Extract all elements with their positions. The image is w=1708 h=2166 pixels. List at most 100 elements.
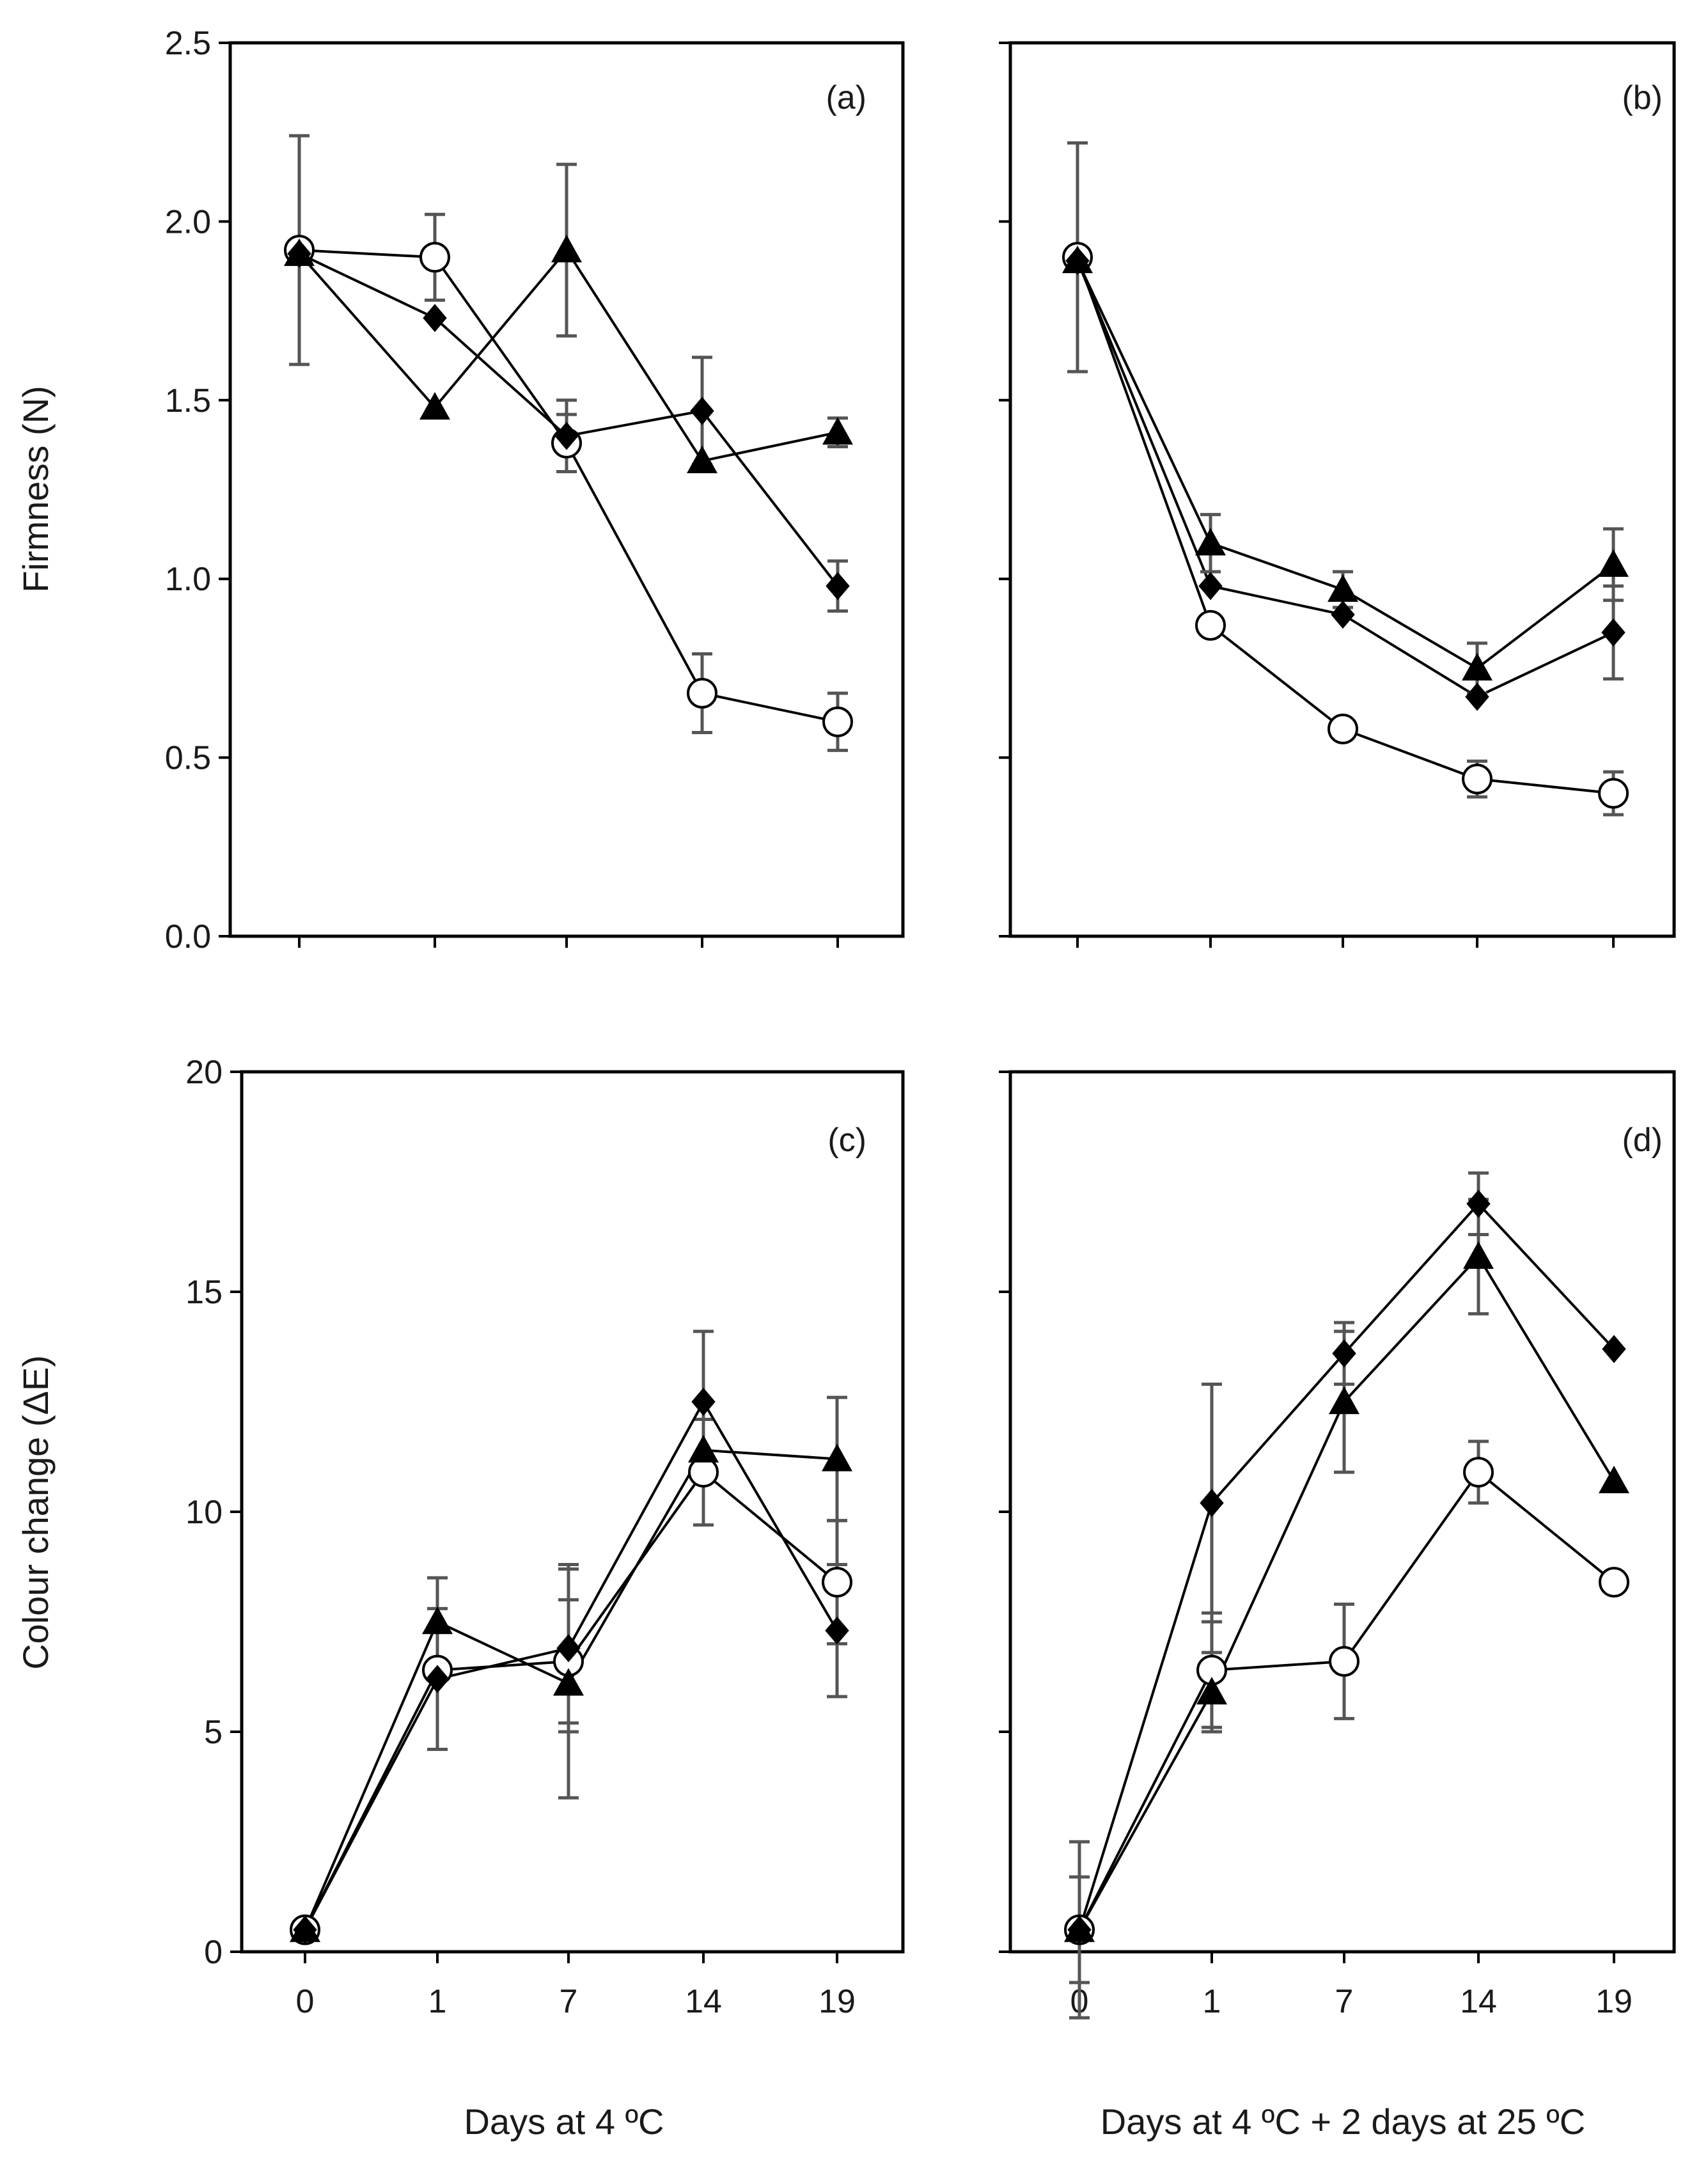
data-point-circle [1329,1645,1359,1677]
panel-c-x-axis: 0 1 7 14 19 [296,1952,856,2020]
data-point-triangle [422,1606,453,1635]
y-tick-label: 20 [185,1054,223,1091]
y-tick-label: 5 [204,1714,223,1751]
data-point-diamond [423,304,447,333]
panel-b-label: (b) [1622,79,1663,116]
panel-b-firmness-25c: (b) [999,41,1676,948]
data-point-triangle [1328,574,1358,602]
data-point-triangle [553,1668,584,1696]
data-point-diamond [556,1634,581,1663]
data-point-circle [822,1567,852,1598]
series-line-circle [1076,256,1614,795]
panel-c-plot [290,1330,852,1945]
data-point-circle [1463,1457,1494,1488]
data-point-circle [1599,1567,1629,1598]
y-tick-label: 0.5 [165,740,211,777]
x-tick-label: 14 [1460,1983,1497,2020]
y-tick-label: 15 [185,1274,223,1311]
panel-d-x-axis: 0 1 7 14 19 [1070,1952,1633,2020]
data-point-triangle [1195,528,1226,556]
series-triangle [1076,260,1624,695]
data-point-circle [1462,764,1493,795]
data-point-triangle [419,391,450,420]
data-point-diamond [1602,1335,1626,1363]
data-point-diamond [425,1665,450,1693]
y-tick-label: 0.0 [165,918,211,955]
data-point-diamond [691,1388,716,1416]
panel-c-y-axis: 0 5 10 15 20 [185,1054,242,1971]
data-point-diamond [1601,618,1626,647]
data-point-circle [1195,609,1226,641]
data-point-triangle [284,238,315,266]
series-diamond [1069,1171,1615,1984]
y-tick-label: 1.0 [165,561,211,598]
data-point-circle [1328,713,1358,744]
data-point-diamond [1465,682,1489,711]
panel-d-plot [1064,1171,1629,2020]
data-point-triangle [551,235,582,263]
x-axis-title-right: Days at 4 ºC + 2 days at 25 ºC [1101,2101,1585,2142]
series-circle [1069,1440,1615,2020]
data-point-diamond [825,1616,849,1645]
x-tick-label: 14 [685,1983,722,2020]
x-axis-title-left: Days at 4 ºC [464,2101,664,2142]
data-point-triangle [688,1434,719,1463]
panel-d-y-axis [999,1071,1010,1953]
y-tick-label: 2.5 [165,25,211,62]
panel-a-y-axis: 0.0 0.5 1.0 1.5 2.0 2.5 [165,25,230,955]
x-tick-label: 1 [428,1983,447,2020]
series-diamond [1076,260,1624,698]
panel-c-frame [240,1070,905,1954]
data-point-triangle [1062,245,1093,274]
series-line-circle [299,249,838,723]
data-point-circle [1598,778,1629,809]
x-tick-label: 7 [1335,1983,1354,2020]
data-point-triangle [1329,1386,1359,1415]
panel-b-x-axis [1076,936,1615,948]
data-point-triangle [1064,1914,1095,1942]
y-tick-label: 0 [204,1934,223,1971]
data-point-diamond [1331,600,1355,629]
panel-c-colour-4c: (c) 0 5 10 15 20 0 1 7 14 19 [185,1054,905,2020]
series-line-circle [304,1470,838,1931]
panel-b-frame [1008,41,1676,938]
y-axis-title-colour-change: Colour change (ΔE) [15,1355,56,1670]
data-point-triangle [1598,549,1629,577]
data-point-diamond [1200,1489,1224,1518]
panel-b-plot [1062,141,1629,817]
data-point-circle [687,678,717,709]
panel-b-y-axis [999,42,1010,938]
data-point-diamond [1198,572,1223,600]
data-point-diamond [826,572,850,600]
series-triangle [1078,1198,1615,1931]
y-axis-title-firmness: Firmness (N) [15,386,56,593]
data-point-diamond [1466,1189,1491,1218]
x-tick-label: 1 [1203,1983,1221,2020]
panel-a-label: (a) [826,79,866,116]
panel-a-plot [284,134,853,752]
panel-c-label: (c) [827,1122,866,1159]
data-point-triangle [822,417,853,445]
series-triangle [298,162,848,463]
x-tick-label: 19 [819,1983,856,2020]
panel-a-x-axis [298,936,839,948]
data-point-circle [419,242,450,273]
data-point-triangle [1599,1465,1629,1494]
data-point-triangle [290,1914,320,1942]
data-point-triangle [822,1443,852,1471]
x-tick-label: 7 [560,1983,578,2020]
data-point-diamond [1332,1339,1356,1368]
series-line-circle [1078,1470,1615,1931]
panel-a-firmness-4c: (a) 0.0 0.5 1.0 1.5 2.0 2.5 [165,25,905,955]
x-tick-label: 19 [1595,1983,1633,2020]
panel-d-frame [1008,1070,1676,1954]
y-tick-label: 1.5 [165,382,211,420]
panel-d-label: (d) [1622,1122,1663,1159]
data-point-triangle [1463,1241,1494,1269]
data-point-triangle [1196,1677,1227,1705]
series-diamond [304,1330,847,1931]
data-point-triangle [687,445,717,473]
data-point-diamond [690,396,714,425]
y-tick-label: 2.0 [165,203,211,240]
